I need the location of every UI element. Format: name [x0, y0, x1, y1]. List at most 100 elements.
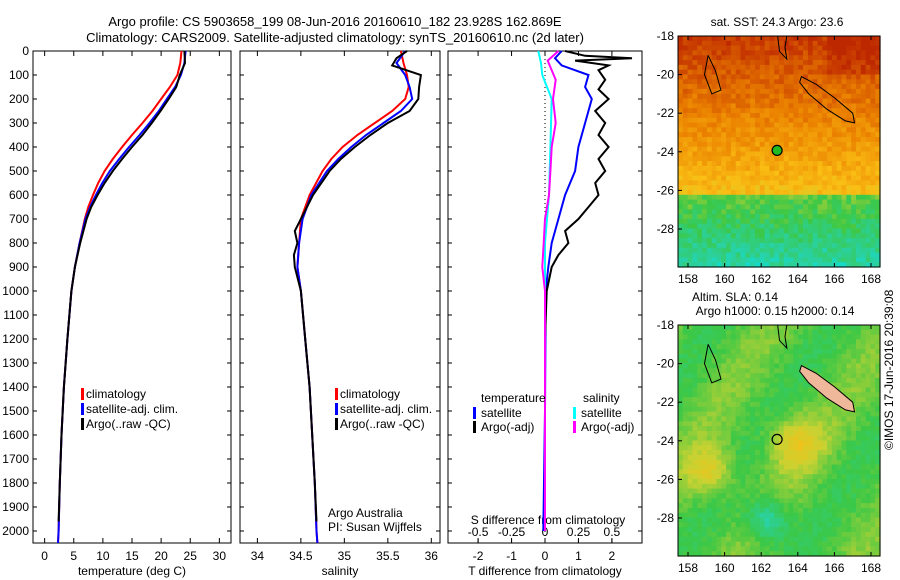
map-cell	[807, 175, 814, 181]
map-cell	[745, 233, 751, 239]
map-cell	[764, 233, 770, 239]
map-cell	[721, 454, 727, 461]
map-cell	[706, 368, 713, 374]
map-cell	[726, 117, 732, 124]
map-cell	[682, 218, 689, 225]
x-tick-label: 30	[213, 549, 227, 563]
map-cell	[846, 36, 852, 42]
map-cell	[721, 257, 727, 263]
map-cell	[716, 108, 722, 114]
map-cell	[822, 503, 828, 509]
map-cell	[735, 512, 742, 519]
map-cell	[807, 146, 814, 153]
map-cell	[750, 474, 756, 480]
map-cell	[682, 137, 689, 143]
map-cell	[678, 175, 684, 181]
map-cell	[870, 228, 876, 234]
map-cell	[755, 156, 761, 162]
map-cell	[827, 416, 833, 422]
map-cell	[865, 464, 871, 470]
x-axis-label: salinity	[322, 564, 359, 578]
map-cell	[740, 242, 746, 249]
map-cell	[740, 344, 746, 350]
map-cell	[730, 426, 737, 432]
map-cell	[856, 421, 862, 427]
map-cell	[851, 349, 857, 355]
map-cell	[875, 45, 881, 51]
map-cell	[692, 151, 698, 157]
map-cell	[764, 151, 770, 157]
map-cell	[870, 531, 876, 538]
map-cell	[687, 358, 693, 365]
map-cell	[793, 541, 799, 547]
map-cell	[803, 108, 809, 114]
map-cell	[740, 488, 746, 494]
legend-label: climatology	[340, 387, 400, 401]
map-cell	[774, 435, 780, 442]
map-cell	[817, 161, 823, 167]
map-cell	[783, 483, 790, 490]
map-cell	[875, 503, 881, 509]
map-cell	[711, 445, 718, 451]
map-cell	[769, 358, 775, 365]
map-cell	[682, 194, 689, 201]
map-cell	[702, 450, 708, 456]
map-cell	[817, 242, 823, 249]
map-cell	[692, 551, 698, 557]
map-cell	[726, 507, 732, 514]
map-cell	[812, 199, 819, 205]
map-cell	[779, 69, 785, 76]
map-cell	[764, 146, 770, 153]
map-cell	[769, 411, 775, 417]
map-cell	[851, 146, 857, 153]
map-cell	[803, 387, 809, 393]
map-cell	[803, 170, 809, 177]
map-cell	[711, 483, 718, 490]
map-cell	[803, 84, 809, 90]
map-cell	[726, 257, 732, 263]
map-cell	[697, 84, 703, 90]
map-cell	[856, 551, 862, 557]
map-cell	[769, 238, 775, 244]
map-cell	[793, 325, 799, 331]
map-cell	[755, 363, 761, 369]
map-cell	[774, 108, 780, 114]
map-cell	[865, 64, 871, 71]
map-cell	[687, 454, 693, 461]
map-cell	[692, 247, 698, 254]
map-cell	[807, 349, 814, 355]
map-cell	[836, 252, 843, 258]
map-cell	[774, 175, 780, 181]
map-cell	[798, 223, 804, 230]
map-cell	[783, 209, 790, 215]
map-cell	[682, 185, 689, 191]
map-cell	[803, 175, 809, 181]
map-cell	[788, 209, 794, 215]
x-tick-label: 5	[70, 549, 77, 563]
map-cell	[783, 498, 790, 504]
map-cell	[769, 161, 775, 167]
map-cell	[759, 426, 766, 432]
map-cell	[798, 450, 804, 456]
map-cell	[841, 40, 847, 47]
map-cell	[856, 60, 862, 66]
map-cell	[730, 103, 737, 109]
map-cell	[865, 349, 871, 355]
map-cell	[788, 440, 794, 446]
map-cell	[865, 204, 871, 210]
map-cell	[827, 127, 833, 133]
map-cell	[860, 507, 867, 514]
map-cell	[812, 454, 819, 461]
map-x-tick-label: 162	[751, 272, 771, 286]
map-cell	[755, 228, 761, 234]
map-cell	[817, 93, 823, 100]
map-cell	[793, 233, 799, 239]
map-cell	[803, 151, 809, 157]
y-tick-label: 1000	[2, 284, 29, 298]
map-cell	[711, 209, 718, 215]
map-cell	[822, 199, 828, 205]
map-cell	[682, 151, 689, 157]
map-cell	[798, 60, 804, 66]
map-cell	[692, 262, 698, 268]
map-cell	[793, 194, 799, 201]
